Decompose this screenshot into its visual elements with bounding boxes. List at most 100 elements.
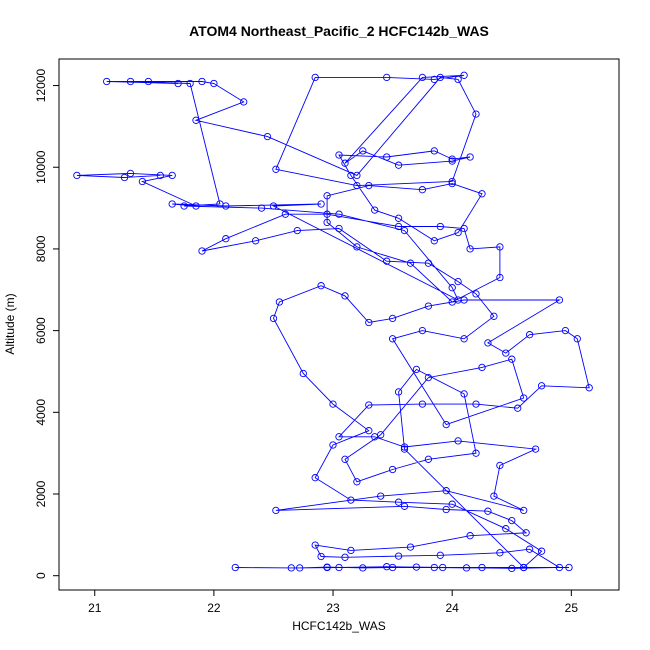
data-point — [460, 71, 468, 79]
data-point — [192, 202, 200, 210]
data-point — [565, 563, 573, 572]
data-point — [448, 284, 456, 292]
data-point — [472, 290, 480, 298]
y-tick-label: 12000 — [34, 69, 48, 103]
data-point — [424, 455, 433, 463]
data-point — [257, 204, 266, 212]
data-point — [359, 564, 367, 572]
data-point — [394, 388, 403, 396]
data-point — [442, 420, 450, 429]
data-point — [400, 445, 409, 453]
data-point — [466, 532, 474, 540]
data-point — [466, 245, 474, 253]
y-tick-label: 4000 — [34, 399, 48, 426]
data-point — [353, 243, 361, 251]
data-point — [462, 564, 471, 572]
data-point — [281, 210, 290, 218]
data-point — [365, 181, 373, 190]
data-point — [454, 228, 462, 237]
y-tick-label: 0 — [34, 572, 48, 579]
data-point — [522, 529, 530, 537]
data-point — [424, 373, 433, 382]
data-point — [156, 171, 164, 180]
data-point — [496, 243, 504, 251]
data-point — [430, 147, 438, 155]
data-point — [329, 400, 337, 408]
data-point — [371, 206, 379, 214]
data-point — [439, 563, 447, 572]
data-point — [412, 365, 421, 374]
data-point — [126, 169, 135, 178]
data-point — [222, 202, 230, 210]
data-point — [448, 179, 456, 188]
data-point — [126, 77, 135, 86]
data-point — [388, 335, 397, 343]
data-point — [448, 155, 456, 163]
data-point — [103, 77, 111, 86]
data-point — [180, 202, 188, 210]
data-point — [174, 79, 182, 88]
data-point — [317, 200, 325, 208]
data-point — [508, 516, 516, 525]
data-point — [192, 116, 200, 124]
y-tick-label: 10000 — [34, 150, 48, 184]
data-point — [394, 498, 403, 506]
y-axis: 0 2000 4000 6000 8000 10000 12000 — [34, 69, 60, 579]
data-point — [365, 401, 373, 409]
data-point — [502, 525, 510, 533]
data-point — [269, 314, 278, 323]
data-point — [555, 296, 564, 304]
data-point — [394, 161, 403, 169]
data-point — [341, 159, 349, 167]
data-point — [520, 506, 528, 515]
data-point — [484, 339, 492, 347]
data-point — [478, 190, 486, 198]
data-point — [460, 224, 468, 233]
data-point — [317, 552, 325, 561]
data-point — [323, 210, 331, 218]
data-point — [484, 507, 492, 515]
data-point — [335, 224, 343, 233]
data-point — [311, 474, 319, 482]
data-point — [454, 75, 462, 84]
data-point — [585, 384, 593, 392]
data-point — [525, 331, 534, 339]
data-point — [460, 390, 468, 398]
data-point — [400, 226, 409, 235]
data-point — [478, 563, 486, 572]
data-point — [496, 549, 504, 557]
data-point — [377, 431, 385, 439]
data-point — [120, 173, 129, 182]
data-point — [520, 394, 528, 402]
data-point — [520, 563, 528, 572]
data-point — [418, 326, 427, 335]
data-point — [341, 455, 349, 463]
data-point — [272, 506, 280, 515]
data-point — [525, 545, 534, 553]
data-point — [514, 404, 522, 412]
data-point — [537, 547, 546, 555]
data-point — [531, 445, 540, 453]
data-point — [272, 165, 280, 173]
data-point — [353, 478, 361, 486]
x-tick-label: 24 — [446, 601, 460, 615]
data-point — [418, 400, 427, 408]
x-axis: 21 22 23 24 25 — [88, 589, 578, 615]
data-point — [144, 77, 153, 86]
data-point — [383, 563, 391, 571]
data-point — [311, 73, 319, 82]
data-point — [198, 77, 206, 86]
data-point — [347, 496, 355, 504]
data-point — [186, 79, 194, 88]
data-point — [210, 79, 218, 88]
data-point — [263, 132, 272, 141]
data-point — [168, 171, 176, 180]
data-point — [341, 553, 349, 561]
data-point — [335, 433, 343, 441]
data-point — [394, 214, 403, 222]
data-point — [323, 192, 331, 200]
data-point — [365, 427, 373, 435]
data-point — [490, 312, 498, 320]
